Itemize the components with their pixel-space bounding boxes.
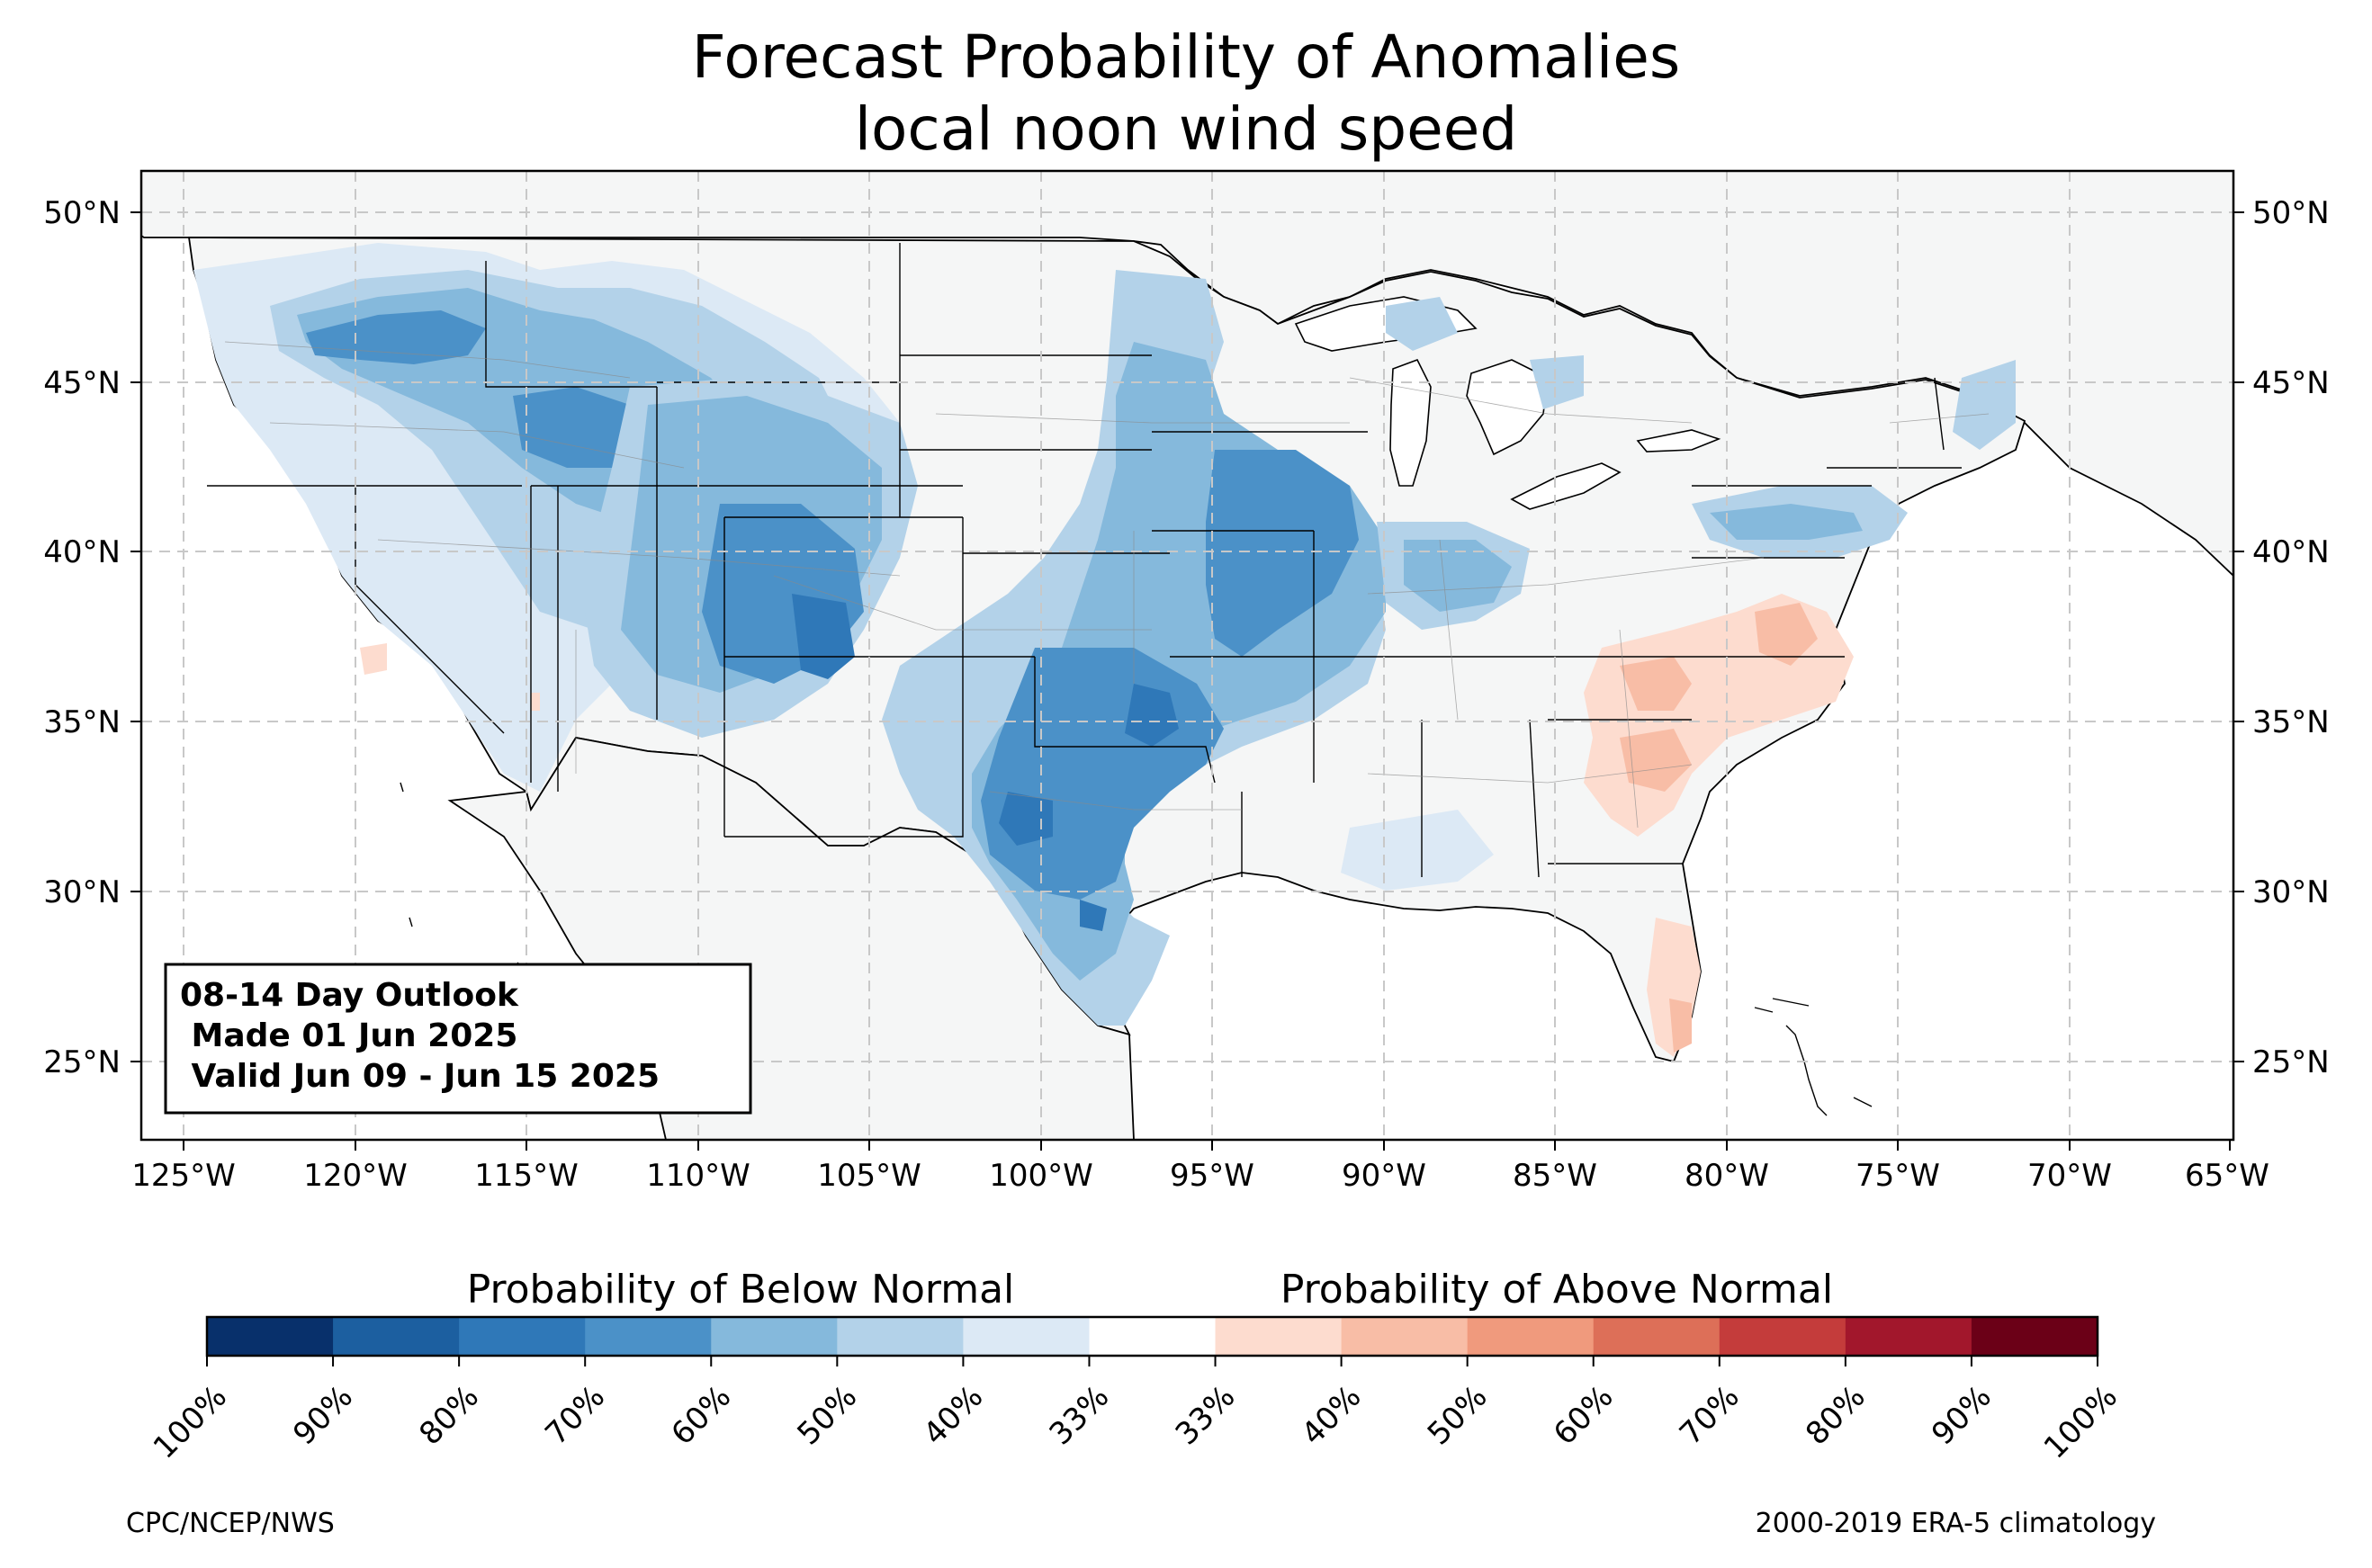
colorbar-tick-label: 100% [2037, 1379, 2125, 1466]
lon-label-85: 85°W [1513, 1158, 1597, 1194]
colorbar-cell [1341, 1317, 1469, 1356]
lat-label-25-right: 25°N [2252, 1044, 2330, 1080]
lat-label-25-left: 25°N [43, 1044, 121, 1080]
outlook-info-box: 08-14 Day Outlook Made 01 Jun 2025 Valid… [164, 963, 752, 1115]
lat-label-45-left: 45°N [43, 365, 121, 401]
lat-label-50-right: 50°N [2252, 195, 2330, 231]
lat-label-35-right: 35°N [2252, 704, 2330, 740]
outlook-valid-range: Valid Jun 09 - Jun 15 2025 [180, 1058, 660, 1095]
colorbar-tick-labels: 100% 90% 80% 70% 60% 50% 40% 33% 33% 40% 50% 60% 70%… [147, 1379, 2125, 1466]
lat-tick-marks [130, 211, 2244, 1062]
colorbar-cell [837, 1317, 964, 1356]
colorbar: Probability of Below Normal Probability … [147, 1267, 2125, 1466]
lat-label-50-left: 50°N [43, 195, 121, 231]
lon-label-75: 75°W [1855, 1158, 1940, 1194]
lat-label-40-left: 40°N [43, 534, 121, 570]
colorbar-ticks [206, 1356, 2098, 1366]
map-frame [139, 169, 2235, 1142]
colorbar-cell [1593, 1317, 1721, 1356]
lon-label-105: 105°W [817, 1158, 921, 1194]
state-boundaries [207, 243, 1962, 878]
lon-label-120: 120°W [303, 1158, 408, 1194]
colorbar-tick-label: 70% [538, 1379, 612, 1453]
colorbar-cell [1089, 1317, 1217, 1356]
coastline-details [400, 782, 1873, 1116]
footer-climatology: 2000-2019 ERA-5 climatology [1756, 1508, 2156, 1539]
colorbar-frame [205, 1315, 2099, 1357]
colorbar-tick-label: 33% [1043, 1379, 1117, 1453]
lon-label-95: 95°W [1170, 1158, 1254, 1194]
colorbar-above-label: Probability of Above Normal [1280, 1267, 1833, 1313]
map-content [141, 171, 2233, 1140]
lat-labels-right: 50°N 45°N 40°N 35°N 30°N 25°N [2252, 195, 2330, 1080]
colorbar-tick-label: 100% [147, 1379, 234, 1466]
figure-title-line-2: local noon wind speed [854, 94, 1518, 164]
colorbar-cell [963, 1317, 1091, 1356]
colorbar-tick-label: 60% [664, 1379, 738, 1453]
lon-label-100: 100°W [989, 1158, 1093, 1194]
above-normal-regions [360, 594, 1854, 1057]
lon-label-90: 90°W [1342, 1158, 1426, 1194]
lake-ontario [1636, 429, 1721, 452]
lon-labels: 125°W 120°W 115°W 110°W 105°W 100°W 95°W… [131, 1158, 2269, 1194]
colorbar-tick-label: 80% [1799, 1379, 1873, 1453]
colorbar-tick-label: 40% [1295, 1379, 1369, 1453]
county-lines [224, 341, 1990, 829]
colorbar-cell [1845, 1317, 1972, 1356]
colorbar-tick-label: 80% [412, 1379, 486, 1453]
colorbar-cell [207, 1317, 334, 1356]
colorbar-tick-label: 40% [917, 1379, 991, 1453]
lat-label-30-left: 30°N [43, 874, 121, 910]
colorbar-cells [207, 1317, 2098, 1356]
colorbar-tick-label: 33% [1169, 1379, 1243, 1453]
colorbar-cell [459, 1317, 586, 1356]
colorbar-tick-label: 50% [1421, 1379, 1495, 1453]
footer-source: CPC/NCEP/NWS [126, 1508, 335, 1539]
colorbar-cell [333, 1317, 460, 1356]
lon-label-110: 110°W [646, 1158, 750, 1194]
colorbar-cell [1467, 1317, 1595, 1356]
lon-label-65: 65°W [2185, 1158, 2269, 1194]
lon-label-80: 80°W [1685, 1158, 1769, 1194]
outlook-made-date: Made 01 Jun 2025 [180, 1017, 517, 1054]
colorbar-cell [585, 1317, 712, 1356]
colorbar-cell [1719, 1317, 1846, 1356]
lon-label-125: 125°W [131, 1158, 236, 1194]
lon-label-115: 115°W [474, 1158, 579, 1194]
lon-tick-marks [183, 1140, 2231, 1151]
lake-michigan [1389, 359, 1432, 487]
lat-label-30-right: 30°N [2252, 874, 2330, 910]
canada-landmass [141, 171, 2233, 578]
below-normal-regions [193, 243, 2016, 1026]
colorbar-tick-label: 50% [791, 1379, 865, 1453]
colorbar-below-label: Probability of Below Normal [467, 1267, 1015, 1313]
colorbar-tick-label: 90% [286, 1379, 360, 1453]
lat-label-45-right: 45°N [2252, 365, 2330, 401]
lat-labels-left: 50°N 45°N 40°N 35°N 30°N 25°N [43, 195, 121, 1080]
lon-label-70: 70°W [2027, 1158, 2112, 1194]
lake-erie [1510, 462, 1622, 510]
colorbar-tick-label: 90% [1925, 1379, 1999, 1453]
colorbar-cell [1215, 1317, 1343, 1356]
lat-label-40-right: 40°N [2252, 534, 2330, 570]
colorbar-tick-label: 70% [1673, 1379, 1747, 1453]
colorbar-cell [711, 1317, 838, 1356]
figure-title-line-1: Forecast Probability of Anomalies [691, 22, 1681, 92]
outlook-period: 08-14 Day Outlook [180, 977, 519, 1014]
lake-huron [1466, 359, 1549, 456]
lat-label-35-left: 35°N [43, 704, 121, 740]
colorbar-tick-label: 60% [1547, 1379, 1621, 1453]
colorbar-cell [1971, 1317, 2098, 1356]
